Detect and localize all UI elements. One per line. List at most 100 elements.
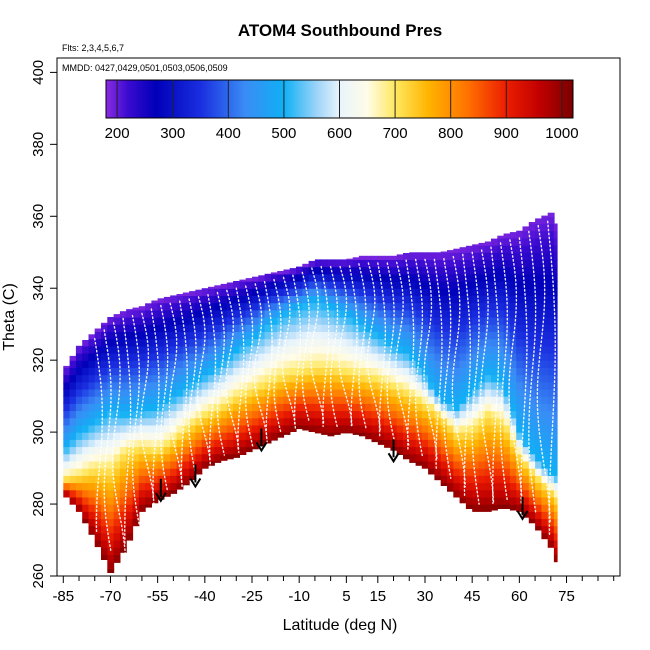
curtain-cell (333, 396, 341, 404)
curtain-cell (296, 295, 303, 304)
curtain-cell (434, 331, 442, 340)
curtain-cell (258, 417, 266, 426)
curtain-cell (170, 424, 178, 433)
curtain-cell (415, 252, 423, 261)
curtain-cell (233, 317, 240, 325)
curtain-cell (101, 439, 108, 448)
curtain-cell (553, 281, 558, 289)
curtain-cell (377, 410, 385, 419)
curtain-cell (503, 381, 511, 390)
curtain-cell (453, 331, 461, 340)
curtain-cell (346, 302, 354, 311)
curtain-cell (528, 424, 536, 433)
curtain-cell (101, 540, 108, 548)
curtain-cell (132, 410, 140, 419)
curtain-cell (403, 302, 410, 311)
curtain-cell (245, 432, 253, 440)
curtain-cell (94, 410, 102, 419)
curtain-cell (157, 439, 165, 448)
curtain-cell (396, 266, 404, 275)
curtain-cell (541, 424, 549, 433)
curtain-cell (547, 295, 555, 304)
curtain-cell (314, 288, 322, 296)
curtain-cell (82, 388, 90, 397)
curtain-cell (264, 403, 272, 412)
curtain-cell (528, 518, 536, 524)
curtain-cell (170, 324, 178, 332)
curtain-cell (503, 266, 511, 275)
curtain-cell (528, 460, 536, 469)
curtain-cell (208, 360, 215, 368)
curtain-cell (447, 475, 454, 484)
curtain-cell (415, 460, 423, 466)
curtain-cell (547, 317, 555, 325)
curtain-cell (157, 367, 165, 376)
curtain-cell (182, 417, 190, 426)
curtain-cell (547, 482, 555, 491)
curtain-cell (233, 453, 240, 458)
curtain-cell (138, 374, 146, 383)
curtain-cell (478, 242, 486, 246)
curtain-cell (528, 331, 536, 340)
curtain-cell (535, 504, 542, 512)
curtain-cell (321, 410, 329, 419)
curtain-cell (528, 324, 536, 332)
curtain-cell (333, 324, 341, 332)
curtain-cell (478, 482, 486, 491)
curtain-cell (509, 324, 517, 332)
curtain-cell (440, 460, 448, 469)
curtain-cell (340, 324, 347, 332)
curtain-cell (201, 367, 209, 376)
curtain-cell (233, 331, 240, 340)
curtain-cell (491, 388, 498, 397)
curtain-cell (233, 417, 240, 426)
curtain-cell (553, 424, 558, 433)
curtain-cell (214, 381, 222, 390)
curtain-cell (283, 360, 291, 368)
curtain-cell (182, 317, 190, 325)
curtain-cell (503, 396, 511, 404)
curtain-cell (208, 403, 215, 412)
curtain-cell (516, 259, 524, 268)
curtain-cell (208, 374, 215, 383)
curtain-cell (352, 257, 360, 261)
curtain-cell (88, 475, 96, 484)
curtain-cell (472, 381, 480, 390)
curtain-cell (340, 360, 347, 368)
curtain-cell (126, 345, 134, 354)
curtain-cell (377, 388, 385, 397)
curtain-cell (491, 331, 498, 340)
curtain-cell (119, 374, 127, 383)
curtain-cell (472, 410, 480, 419)
curtain-cell (352, 388, 360, 397)
curtain-cell (541, 259, 549, 268)
curtain-cell (421, 388, 429, 397)
curtain-cell (138, 496, 146, 505)
curtain-cell (447, 317, 454, 325)
curtain-cell (428, 396, 435, 404)
curtain-cell (516, 360, 524, 368)
curtain-cell (157, 453, 165, 462)
curtain-cell (352, 324, 360, 332)
curtain-cell (371, 273, 379, 282)
curtain-cell (163, 482, 171, 491)
curtain-cell (283, 302, 291, 311)
curtain-cell (321, 367, 329, 376)
curtain-cell (113, 396, 121, 404)
curtain-cell (447, 388, 454, 397)
curtain-cell (358, 317, 366, 325)
curtain-cell (69, 468, 77, 476)
curtain-cell (252, 381, 259, 390)
curtain-cell (421, 381, 429, 390)
curtain-cell (384, 324, 391, 332)
curtain-cell (553, 302, 558, 311)
curtain-cell (239, 403, 247, 412)
curtain-cell (226, 367, 234, 376)
curtain-cell (327, 259, 335, 268)
curtain-cell (170, 309, 178, 318)
curtain-cell (333, 273, 341, 282)
curtain-cell (182, 338, 190, 347)
curtain-cell (428, 468, 435, 475)
curtain-cell (409, 273, 417, 282)
curtain-cell (472, 345, 480, 354)
